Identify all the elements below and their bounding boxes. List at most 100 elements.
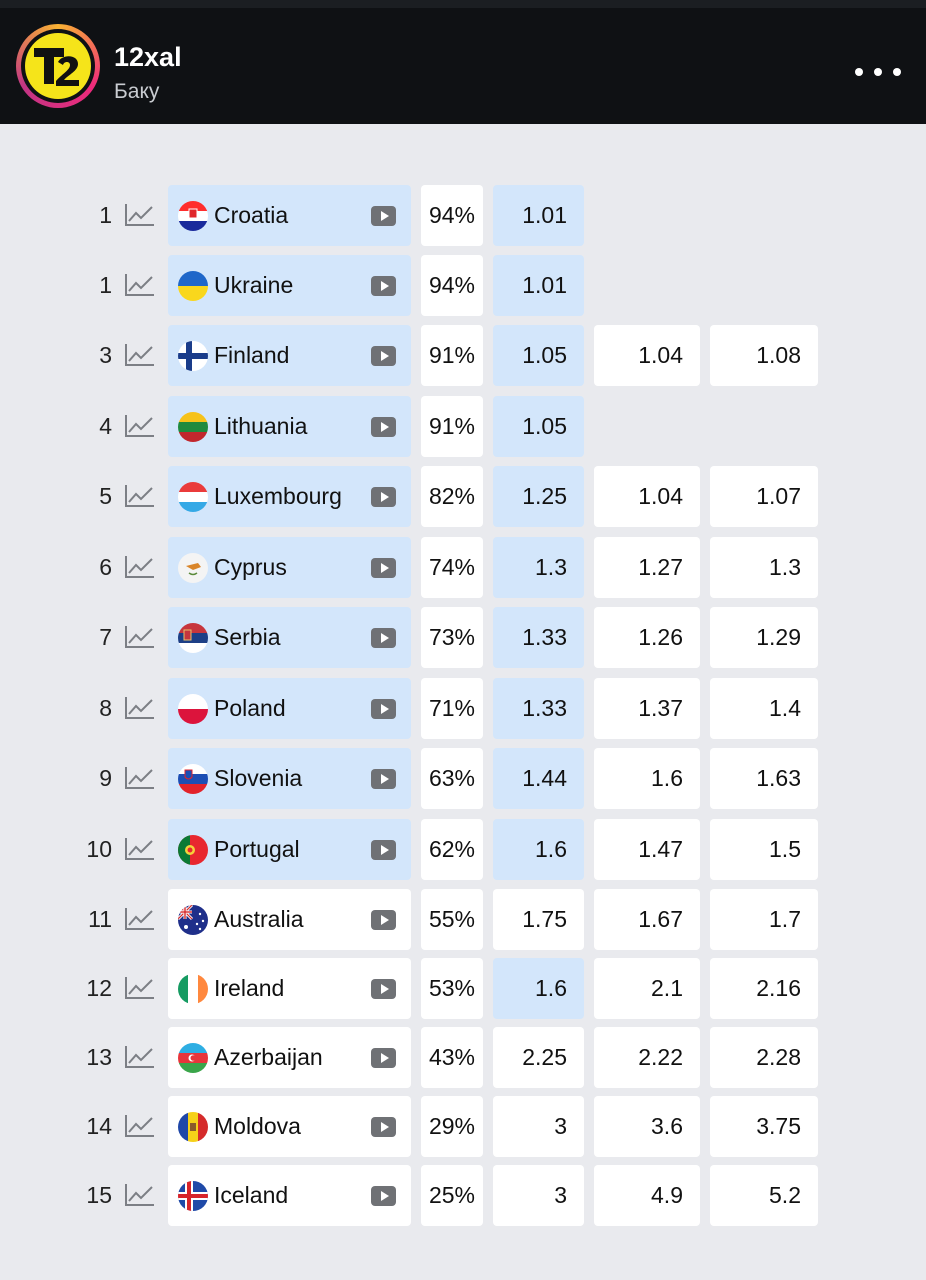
- chart-trend-icon[interactable]: [124, 483, 156, 509]
- more-horizontal-icon[interactable]: [855, 52, 901, 92]
- play-video-icon[interactable]: [371, 1186, 396, 1206]
- odds-cell-2[interactable]: 1.04: [594, 325, 700, 386]
- moldova-flag-icon: [178, 1112, 208, 1142]
- chart-trend-icon[interactable]: [124, 695, 156, 721]
- table-row: 14 Moldova 29% 3 3.6 3.75: [0, 1096, 926, 1157]
- chart-trend-icon[interactable]: [124, 554, 156, 580]
- odds-cell-1[interactable]: 1.05: [493, 396, 584, 457]
- country-cell[interactable]: Finland: [168, 325, 411, 386]
- country-cell[interactable]: Azerbaijan: [168, 1027, 411, 1088]
- odds-cell-3[interactable]: 1.7: [710, 889, 818, 950]
- odds-cell-3[interactable]: 1.3: [710, 537, 818, 598]
- country-cell[interactable]: Ireland: [168, 958, 411, 1019]
- odds-cell-2[interactable]: 1.27: [594, 537, 700, 598]
- chart-trend-icon[interactable]: [124, 1044, 156, 1070]
- odds-cell-3[interactable]: 2.28: [710, 1027, 818, 1088]
- odds-cell-1[interactable]: 1.25: [493, 466, 584, 527]
- play-video-icon[interactable]: [371, 910, 396, 930]
- chart-trend-icon[interactable]: [124, 1182, 156, 1208]
- odds-cell-3[interactable]: 1.07: [710, 466, 818, 527]
- play-video-icon[interactable]: [371, 487, 396, 507]
- odds-cell-2[interactable]: [594, 255, 700, 316]
- chart-trend-icon[interactable]: [124, 202, 156, 228]
- odds-cell-2[interactable]: 1.6: [594, 748, 700, 809]
- australia-flag-icon: [178, 905, 208, 935]
- odds-cell-2[interactable]: [594, 185, 700, 246]
- play-video-icon[interactable]: [371, 1048, 396, 1068]
- odds-cell-1[interactable]: 3: [493, 1096, 584, 1157]
- country-cell[interactable]: Poland: [168, 678, 411, 739]
- odds-cell-2[interactable]: 1.37: [594, 678, 700, 739]
- odds-cell-3[interactable]: 1.08: [710, 325, 818, 386]
- chart-trend-icon[interactable]: [124, 624, 156, 650]
- odds-cell-1[interactable]: 1.44: [493, 748, 584, 809]
- odds-cell-2[interactable]: 2.22: [594, 1027, 700, 1088]
- country-cell[interactable]: Croatia: [168, 185, 411, 246]
- odds-cell-3[interactable]: 3.75: [710, 1096, 818, 1157]
- odds-cell-3[interactable]: 2.16: [710, 958, 818, 1019]
- chart-trend-icon[interactable]: [124, 413, 156, 439]
- chart-trend-icon[interactable]: [124, 765, 156, 791]
- odds-cell-2[interactable]: 4.9: [594, 1165, 700, 1226]
- odds-cell-2[interactable]: 2.1: [594, 958, 700, 1019]
- odds-cell-2[interactable]: 1.04: [594, 466, 700, 527]
- odds-cell-2[interactable]: [594, 396, 700, 457]
- odds-cell-2[interactable]: 1.67: [594, 889, 700, 950]
- country-name: Ukraine: [214, 272, 294, 298]
- play-video-icon[interactable]: [371, 628, 396, 648]
- chart-trend-icon[interactable]: [124, 906, 156, 932]
- play-video-icon[interactable]: [371, 346, 396, 366]
- country-cell[interactable]: Iceland: [168, 1165, 411, 1226]
- chart-trend-icon[interactable]: [124, 836, 156, 862]
- chart-trend-icon[interactable]: [124, 975, 156, 1001]
- country-cell[interactable]: Slovenia: [168, 748, 411, 809]
- odds-cell-1[interactable]: 1.01: [493, 185, 584, 246]
- play-video-icon[interactable]: [371, 276, 396, 296]
- chart-trend-icon[interactable]: [124, 342, 156, 368]
- odds-cell-2[interactable]: 1.26: [594, 607, 700, 668]
- country-cell[interactable]: Ukraine: [168, 255, 411, 316]
- odds-cell-1[interactable]: 1.3: [493, 537, 584, 598]
- odds-cell-3[interactable]: 1.5: [710, 819, 818, 880]
- play-video-icon[interactable]: [371, 206, 396, 226]
- odds-cell-2[interactable]: 1.47: [594, 819, 700, 880]
- country-cell[interactable]: Australia: [168, 889, 411, 950]
- odds-cell-1[interactable]: 1.33: [493, 607, 584, 668]
- country-cell[interactable]: Portugal: [168, 819, 411, 880]
- play-video-icon[interactable]: [371, 1117, 396, 1137]
- country-name: Luxembourg: [214, 483, 342, 509]
- country-cell[interactable]: Cyprus: [168, 537, 411, 598]
- odds-cell-3[interactable]: [710, 396, 818, 457]
- avatar[interactable]: [16, 24, 100, 108]
- odds-cell-1[interactable]: 1.01: [493, 255, 584, 316]
- odds-cell-2[interactable]: 3.6: [594, 1096, 700, 1157]
- odds-cell-3[interactable]: 1.4: [710, 678, 818, 739]
- odds-cell-1[interactable]: 1.33: [493, 678, 584, 739]
- odds-cell-3[interactable]: [710, 185, 818, 246]
- play-video-icon[interactable]: [371, 699, 396, 719]
- play-video-icon[interactable]: [371, 769, 396, 789]
- play-video-icon[interactable]: [371, 558, 396, 578]
- table-row: 1 Ukraine 94% 1.01: [0, 255, 926, 316]
- odds-cell-1[interactable]: 1.05: [493, 325, 584, 386]
- play-video-icon[interactable]: [371, 417, 396, 437]
- country-cell[interactable]: Moldova: [168, 1096, 411, 1157]
- odds-cell-1[interactable]: 1.6: [493, 958, 584, 1019]
- odds-cell-3[interactable]: 5.2: [710, 1165, 818, 1226]
- play-video-icon[interactable]: [371, 979, 396, 999]
- odds-cell-3[interactable]: [710, 255, 818, 316]
- country-cell[interactable]: Lithuania: [168, 396, 411, 457]
- country-cell[interactable]: Luxembourg: [168, 466, 411, 527]
- ukraine-flag-icon: [178, 271, 208, 301]
- odds-cell-1[interactable]: 2.25: [493, 1027, 584, 1088]
- country-cell[interactable]: Serbia: [168, 607, 411, 668]
- chart-trend-icon[interactable]: [124, 1113, 156, 1139]
- odds-cell-3[interactable]: 1.63: [710, 748, 818, 809]
- odds-cell-1[interactable]: 1.6: [493, 819, 584, 880]
- chart-trend-icon[interactable]: [124, 272, 156, 298]
- odds-cell-1[interactable]: 3: [493, 1165, 584, 1226]
- play-video-icon[interactable]: [371, 840, 396, 860]
- odds-cell-1[interactable]: 1.75: [493, 889, 584, 950]
- account-name[interactable]: 12xal: [114, 42, 182, 72]
- odds-cell-3[interactable]: 1.29: [710, 607, 818, 668]
